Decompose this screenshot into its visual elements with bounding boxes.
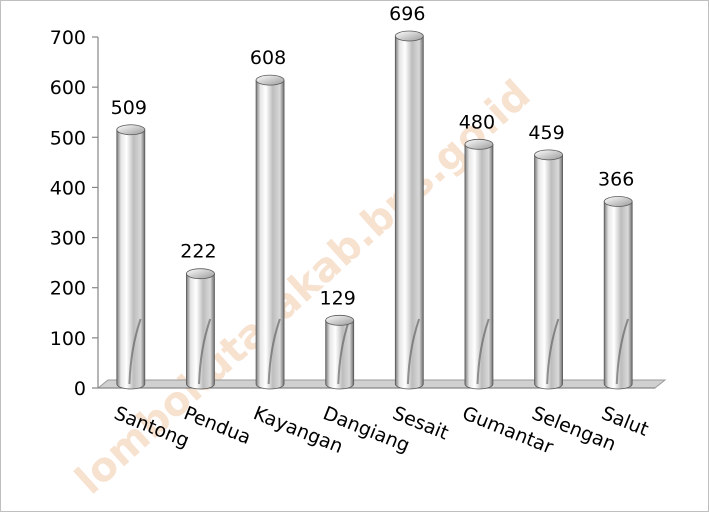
bar-body: [325, 319, 355, 390]
bar-shading: [546, 318, 560, 385]
data-label: 608: [250, 47, 286, 69]
x-tick-label: Pendua: [181, 402, 254, 449]
bar-shading: [615, 318, 629, 385]
bar: [464, 138, 494, 390]
bar-shading: [476, 318, 490, 385]
bar-body: [534, 154, 563, 390]
bar-cap: [325, 314, 355, 326]
y-tick-label: 700: [50, 27, 86, 49]
bar-body: [116, 129, 146, 390]
y-tick-label: 500: [50, 127, 86, 149]
bar: [116, 124, 146, 390]
bar-cap: [464, 138, 494, 150]
bar-body: [255, 79, 285, 390]
data-label: 696: [389, 3, 425, 25]
data-label: 222: [180, 241, 216, 263]
bar-cap: [603, 196, 633, 207]
bar: [255, 74, 285, 390]
bar-cap: [394, 30, 424, 42]
bar-body: [186, 273, 215, 390]
data-label: 129: [320, 287, 356, 309]
chart-floor: [96, 379, 667, 389]
bar-shading: [128, 318, 142, 385]
bar: [534, 149, 563, 390]
bar-cap: [534, 149, 563, 161]
bar-body: [394, 35, 424, 390]
data-label: 509: [111, 97, 147, 119]
y-tick-label: 0: [74, 378, 86, 400]
bar: [325, 314, 355, 390]
bar-shading: [267, 318, 281, 385]
y-tick-label: 300: [50, 228, 86, 250]
y-tick-label: 200: [50, 278, 86, 300]
y-tick-label: 400: [50, 177, 86, 199]
bar-shading: [406, 318, 421, 385]
data-label: 480: [459, 111, 495, 133]
bar-body: [603, 201, 633, 390]
bar-shading: [198, 318, 212, 385]
data-label: 459: [528, 122, 564, 144]
bar-cap: [255, 74, 285, 86]
bar-cap: [186, 268, 215, 280]
bar: [603, 196, 633, 390]
bar: [186, 268, 215, 390]
bar-cap: [116, 124, 146, 136]
y-tick-label: 100: [50, 328, 86, 350]
bar-body: [464, 143, 494, 390]
y-tick-label: 600: [50, 77, 86, 99]
bar: [394, 30, 424, 390]
data-label: 366: [598, 168, 634, 190]
